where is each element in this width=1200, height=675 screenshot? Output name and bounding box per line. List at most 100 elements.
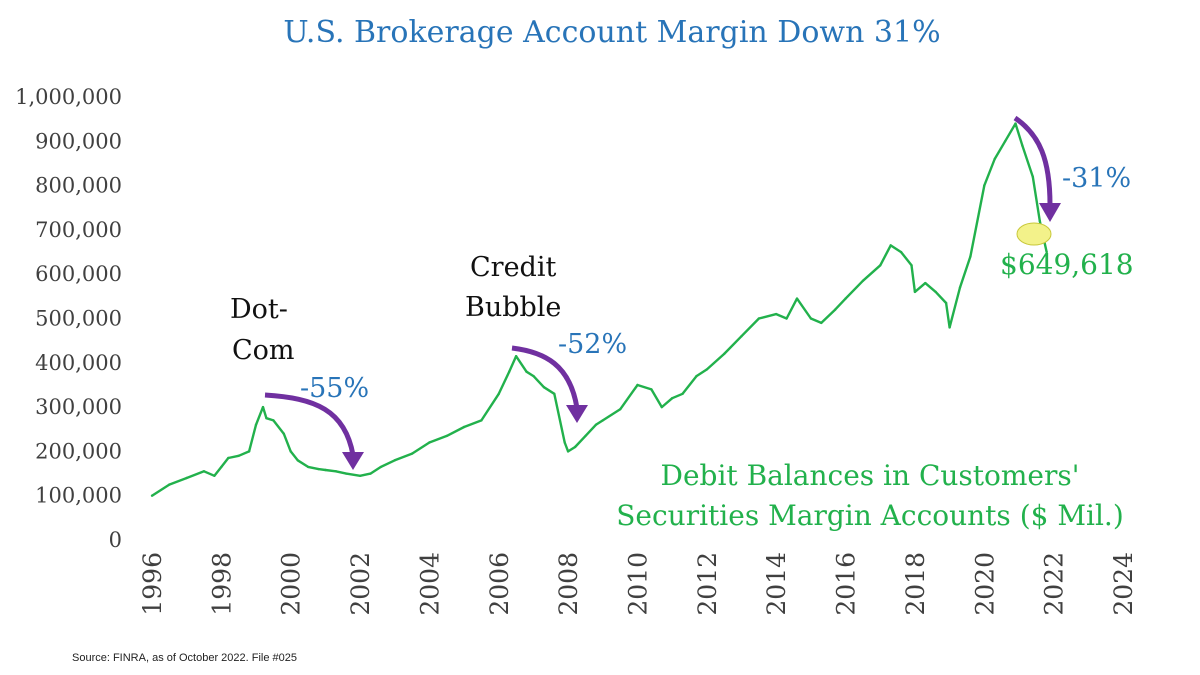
data-point	[480, 419, 483, 422]
data-point	[525, 370, 528, 373]
data-points	[150, 122, 1048, 497]
data-point	[934, 290, 937, 294]
data-point	[650, 388, 653, 391]
data-point	[202, 470, 206, 473]
data-point	[681, 392, 684, 395]
data-point	[899, 250, 903, 254]
data-point	[220, 465, 223, 469]
data-point	[282, 432, 285, 435]
data-point	[185, 476, 188, 480]
data-point	[345, 472, 348, 475]
data-point	[584, 434, 587, 438]
data-point	[809, 317, 813, 320]
data-point	[948, 326, 951, 329]
arrows	[264, 115, 1061, 470]
data-point	[660, 405, 663, 409]
data-point	[553, 392, 556, 395]
data-point	[168, 483, 171, 486]
data-point	[1045, 251, 1048, 254]
data-point	[785, 317, 788, 320]
series-label-line2: Securities Margin Accounts ($ Mil.)	[616, 499, 1124, 532]
credit-label-line1: Credit	[470, 252, 556, 283]
data-point	[573, 445, 577, 449]
data-point	[913, 290, 917, 294]
data-point	[261, 405, 265, 409]
data-point	[317, 467, 320, 471]
y-tick-label: 600,000	[35, 262, 122, 286]
data-point	[358, 474, 362, 477]
data-point	[889, 244, 892, 247]
x-tick-label: 1998	[207, 552, 236, 616]
y-tick-label: 200,000	[35, 439, 122, 463]
credit-drop-arrow	[511, 345, 580, 409]
data-point	[296, 459, 299, 462]
data-point	[254, 423, 258, 426]
data-point	[695, 374, 698, 378]
recent-arrowhead	[1039, 203, 1061, 222]
y-tick-label: 800,000	[35, 174, 122, 198]
data-point	[775, 312, 778, 316]
x-axis: 1996 1998 2000 2002 2004 2006 2008 2010 2012 2014…	[138, 552, 1138, 616]
x-tick-label: 2004	[415, 552, 444, 616]
data-point	[983, 184, 986, 187]
x-tick-label: 2024	[1109, 552, 1138, 616]
data-point	[910, 264, 913, 267]
y-tick-label: 0	[109, 528, 122, 552]
data-point	[601, 419, 604, 422]
data-point	[879, 264, 882, 267]
data-point	[594, 423, 598, 426]
data-point	[636, 383, 639, 387]
data-point	[532, 374, 535, 378]
y-tick-label: 900,000	[35, 129, 122, 153]
data-point	[462, 425, 466, 429]
x-tick-label: 2016	[832, 552, 861, 616]
y-tick-label: 100,000	[35, 484, 122, 508]
dotcom-pct-label: -55%	[300, 373, 369, 404]
data-point	[723, 352, 726, 356]
data-point	[1031, 175, 1035, 178]
chart-title: U.S. Brokerage Account Margin Down 31%	[283, 15, 940, 50]
y-axis: 0 100,000 200,000 300,000 400,000 500,000 600,…	[15, 85, 122, 552]
y-tick-label: 700,000	[35, 218, 122, 242]
data-point	[227, 456, 230, 460]
data-point	[757, 317, 761, 320]
dotcom-label-line1: Dot-	[230, 294, 288, 325]
data-point	[563, 441, 566, 444]
data-point	[1014, 122, 1017, 125]
data-point	[514, 355, 518, 358]
dotcom-arrowhead	[342, 452, 364, 470]
data-point	[393, 459, 396, 462]
data-point	[1038, 219, 1042, 223]
data-point	[671, 397, 674, 400]
x-tick-label: 1996	[138, 552, 167, 616]
data-point	[705, 368, 709, 371]
data-point	[1003, 140, 1007, 143]
data-point	[410, 452, 414, 455]
data-point	[619, 408, 622, 411]
data-point	[379, 465, 383, 469]
data-point	[334, 470, 337, 473]
data-point	[150, 494, 154, 497]
credit-label-line2: Bubble	[465, 292, 561, 323]
data-point	[924, 281, 927, 285]
data-point	[272, 419, 275, 422]
data-point	[265, 417, 268, 420]
credit-pct-label: -52%	[558, 329, 627, 360]
y-tick-label: 500,000	[35, 307, 122, 331]
data-point	[958, 286, 962, 289]
data-point	[834, 308, 837, 311]
data-point	[324, 468, 327, 472]
latest-value-marker	[1016, 222, 1052, 246]
recent-value-label: $649,618	[1000, 248, 1134, 281]
data-point	[289, 450, 292, 453]
x-tick-label: 2008	[554, 552, 583, 616]
data-point	[944, 301, 948, 305]
data-point	[740, 335, 743, 338]
dotcom-drop-arrow	[264, 392, 356, 456]
x-tick-label: 2012	[693, 552, 722, 616]
dotcom-label-line2: Com	[232, 335, 295, 366]
series-label-line1: Debit Balances in Customers'	[661, 459, 1080, 492]
data-point	[445, 434, 448, 438]
data-point	[820, 321, 823, 325]
